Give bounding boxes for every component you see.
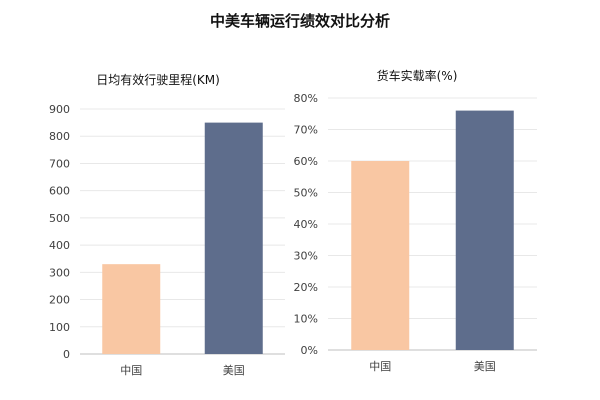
chart-1-y-tick-label: 600 [49, 185, 70, 198]
chart-1-y-tick-label: 300 [49, 266, 70, 279]
chart-2-y-tick-label: 10% [294, 313, 318, 326]
chart-2-x-tick-label: 美国 [474, 360, 496, 373]
chart-2-y-tick-label: 0% [301, 344, 318, 357]
chart-1-y-tick-label: 400 [49, 239, 70, 252]
chart-1-y-tick-label: 0 [63, 348, 70, 361]
chart-2-bar-2 [455, 110, 514, 350]
chart-1-y-tick-label: 200 [49, 294, 70, 307]
page-title: 中美车辆运行绩效对比分析 [209, 12, 390, 30]
chart-2-y-tick-label: 50% [294, 187, 318, 200]
chart-1-x-tick-label: 美国 [223, 364, 245, 377]
chart-2-y-tick-label: 80% [294, 92, 318, 105]
chart-2-x-tick-label: 中国 [369, 360, 391, 373]
chart-1-y-tick-label: 900 [49, 103, 70, 116]
chart-1-bar-2 [204, 122, 263, 354]
chart-1-x-tick-label: 中国 [120, 364, 142, 377]
chart-2-y-tick-label: 40% [294, 218, 318, 231]
chart-2-title: 货车实载率(%) [377, 68, 458, 83]
chart-1-y-tick-label: 700 [49, 157, 70, 170]
chart-1-title: 日均有效行驶里程(KM) [96, 72, 220, 87]
chart-2-y-tick-label: 60% [294, 155, 318, 168]
chart-1-y-tick-label: 500 [49, 212, 70, 225]
chart-2-y-tick-label: 30% [294, 250, 318, 263]
chart-1-y-tick-label: 800 [49, 130, 70, 143]
chart-2-y-tick-label: 20% [294, 281, 318, 294]
chart-1-bar-1 [102, 264, 161, 354]
chart-1-y-tick-label: 100 [49, 321, 70, 334]
chart-2-y-tick-label: 70% [294, 124, 318, 137]
chart-2-bar-1 [351, 161, 410, 350]
